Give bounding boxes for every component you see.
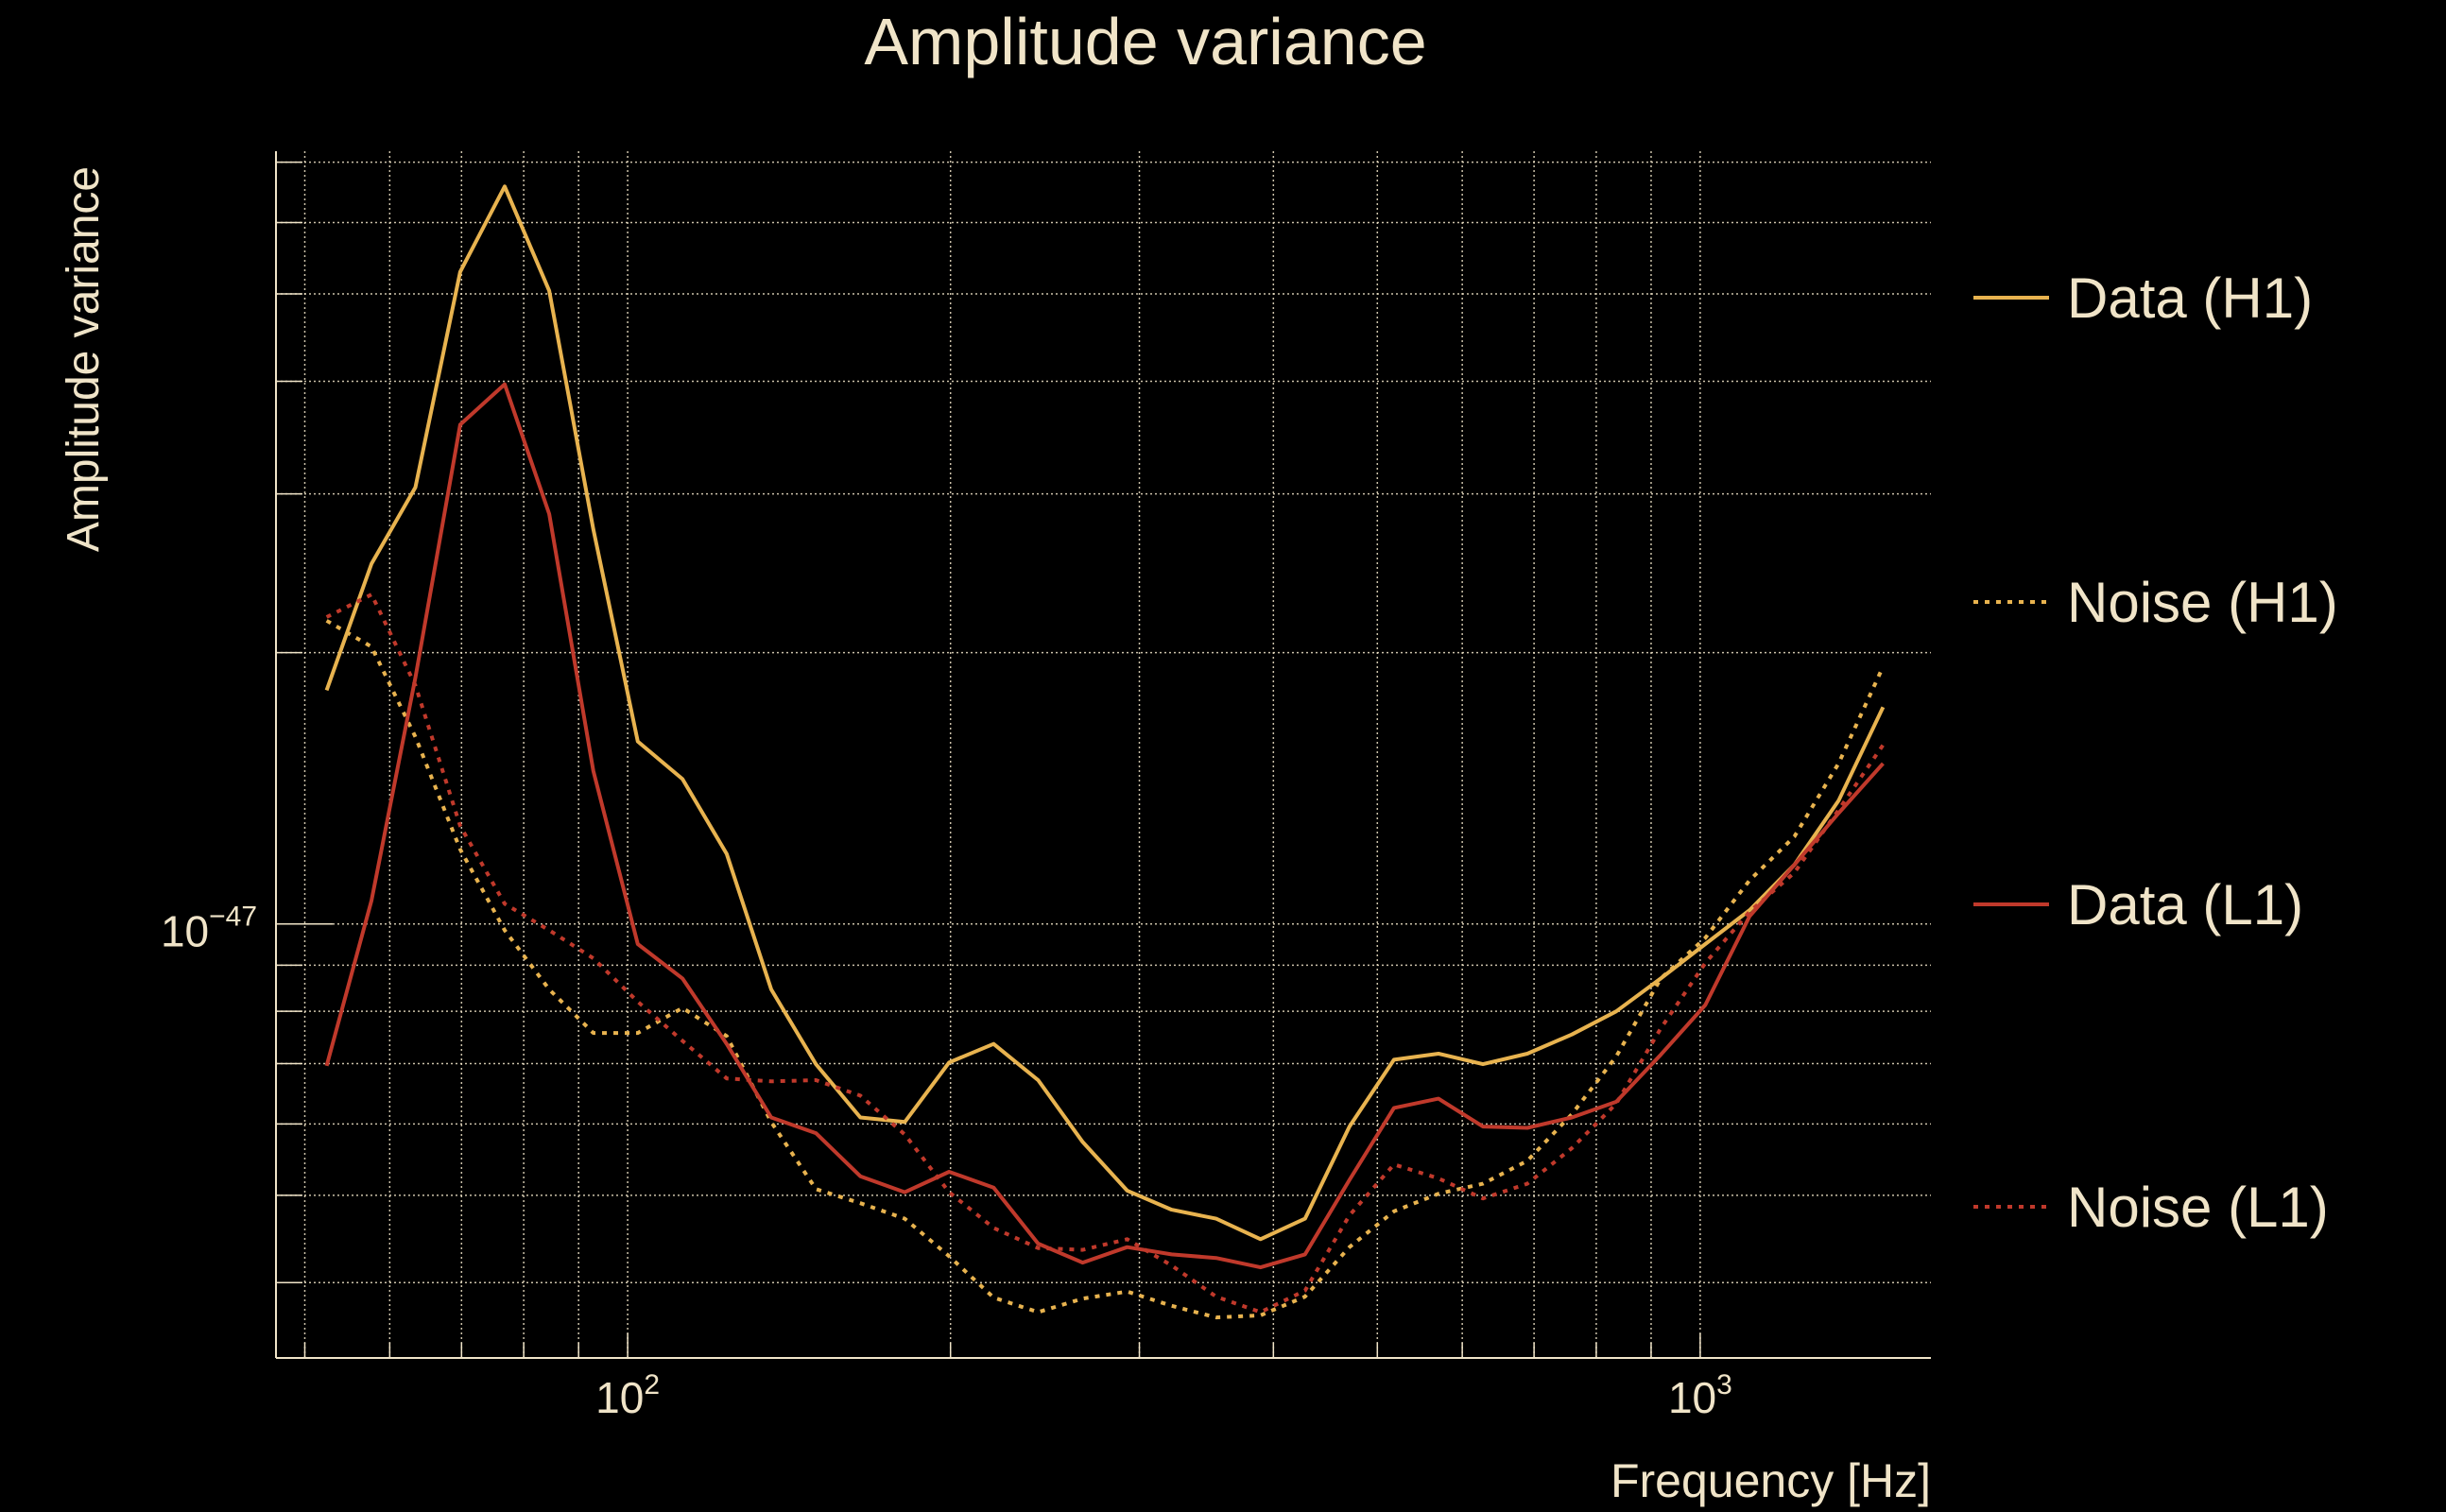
legend-label-noise-l1: Noise (L1) <box>2067 1176 2329 1239</box>
series-line-data-l1 <box>324 382 1885 1270</box>
x-tick-label: 103 <box>1668 1369 1732 1422</box>
series-line-noise-h1 <box>325 619 1886 1320</box>
y-axis-label: Amplitude variance <box>59 166 109 552</box>
chart-title: Amplitude variance <box>864 5 1426 78</box>
series-line-data-h1 <box>324 184 1886 1242</box>
legend-label-data-h1: Data (H1) <box>2067 266 2313 330</box>
series-lines <box>324 184 1886 1320</box>
legend: Data (H1) Noise (H1) Data (L1) Noise (L1) <box>1973 266 2338 1239</box>
tick-labels: 102 103 10−47 <box>161 902 1732 1422</box>
legend-label-data-l1: Data (L1) <box>2067 873 2303 936</box>
legend-label-noise-h1: Noise (H1) <box>2067 571 2338 634</box>
x-axis-label: Frequency [Hz] <box>1611 1454 1931 1507</box>
y-tick-label: 10−47 <box>161 902 257 956</box>
x-tick-label: 102 <box>595 1369 660 1422</box>
series-line-noise-l1 <box>325 593 1886 1314</box>
grid <box>276 151 1931 1358</box>
